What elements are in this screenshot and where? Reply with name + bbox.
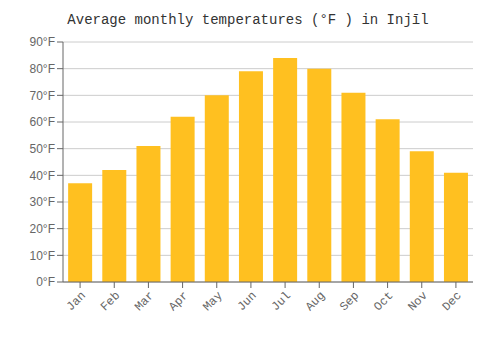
svg-text:20°F: 20°F: [30, 222, 55, 236]
svg-text:Jun: Jun: [235, 289, 260, 314]
svg-text:40°F: 40°F: [30, 169, 55, 183]
svg-text:Mar: Mar: [132, 289, 157, 314]
svg-text:Dec: Dec: [440, 289, 465, 314]
svg-text:50°F: 50°F: [30, 142, 55, 156]
svg-text:70°F: 70°F: [30, 89, 55, 103]
svg-text:Feb: Feb: [98, 289, 123, 314]
html-text:Average monthly temperatures (: Average monthly temperatures (°F ) in In…: [67, 12, 429, 28]
svg-text:Apr: Apr: [166, 289, 191, 314]
svg-text:80°F: 80°F: [30, 62, 55, 76]
svg-text:Jan: Jan: [64, 289, 89, 314]
svg-text:Sep: Sep: [337, 289, 362, 314]
svg-text:Aug: Aug: [303, 289, 328, 314]
svg-text:Oct: Oct: [371, 289, 396, 314]
svg-text:10°F: 10°F: [30, 249, 55, 263]
svg-text:30°F: 30°F: [30, 195, 55, 209]
svg-text:60°F: 60°F: [30, 115, 55, 129]
svg-text:90°F: 90°F: [30, 35, 55, 49]
svg-text:Nov: Nov: [405, 289, 430, 314]
svg-text:May: May: [200, 289, 225, 314]
svg-text:0°F: 0°F: [36, 275, 55, 289]
svg-text:Jul: Jul: [269, 289, 294, 314]
